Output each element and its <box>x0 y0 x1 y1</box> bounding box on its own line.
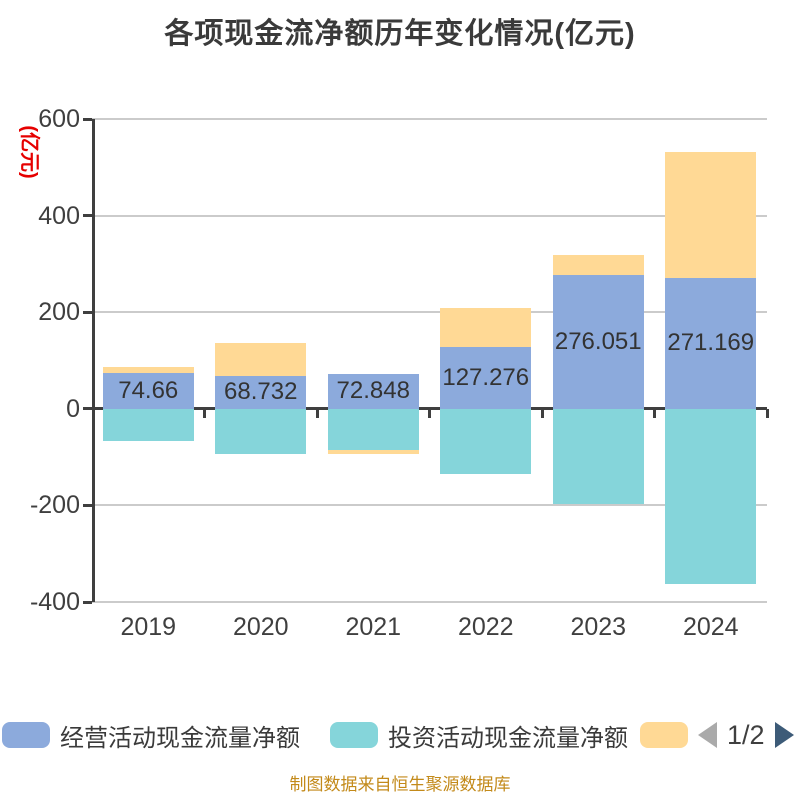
legend-label-1: 经营活动现金流量净额 <box>60 724 300 752</box>
bar-segment-2019-series1[interactable] <box>102 372 194 409</box>
x-axis-tick-6 <box>765 408 769 418</box>
y-axis-label--200: -200 <box>29 491 80 520</box>
x-axis-label-2021: 2021 <box>345 613 402 641</box>
bar-value-label-2020: 68.732 <box>224 378 298 406</box>
bar-segment-2022-series1[interactable] <box>440 347 532 409</box>
y-axis-tick-0 <box>83 407 92 411</box>
x-axis-tick-5 <box>653 408 656 418</box>
x-axis-tick-1 <box>203 408 206 418</box>
legend-page-indicator: 1/2 <box>727 719 765 750</box>
legend-swatch-2 <box>330 722 378 748</box>
x-axis-label-2022: 2022 <box>457 613 514 641</box>
legend-label-2: 投资活动现金流量净额 <box>388 724 628 752</box>
bar-segment-2023-series1[interactable] <box>552 275 644 409</box>
legend-swatch-3 <box>640 722 688 748</box>
bar-segment-2024-series1[interactable] <box>665 277 757 409</box>
chart-title: 各项现金流净额历年变化情况(亿元) <box>164 18 636 50</box>
x-axis-tick-4 <box>540 408 544 418</box>
bar-value-label-2023: 276.051 <box>554 328 642 356</box>
x-axis-label-2023: 2023 <box>570 613 627 641</box>
data-source-note: 制图数据来自恒生聚源数据库 <box>289 775 511 794</box>
legend-item-1[interactable]: 经营活动现金流量净额 <box>2 722 300 752</box>
bar-value-label-2022: 127.276 <box>442 364 530 392</box>
bar-segment-2023-series3[interactable] <box>552 255 644 276</box>
grid-line--400 <box>92 601 767 603</box>
legend-prev-page-arrow-icon[interactable] <box>698 722 717 748</box>
bar-segment-2020-series3[interactable] <box>215 342 307 376</box>
bar-segment-2021-series3[interactable] <box>327 449 419 454</box>
legend-item-3[interactable] <box>640 722 688 748</box>
bar-segment-2019-series2[interactable] <box>102 408 194 442</box>
bar-value-label-2019: 74.66 <box>118 376 179 404</box>
x-axis-label-2019: 2019 <box>120 613 177 641</box>
grid-line-400 <box>92 214 767 217</box>
y-axis-label--400: -400 <box>29 588 80 616</box>
y-axis-line <box>92 119 95 602</box>
y-axis-tick-400 <box>83 214 92 218</box>
legend-item-2[interactable]: 投资活动现金流量净额 <box>330 722 628 752</box>
y-axis-label-200: 200 <box>38 298 80 327</box>
x-axis-label-2024: 2024 <box>682 613 739 641</box>
y-axis-label-600: 600 <box>38 105 80 133</box>
bar-value-label-2021: 72.848 <box>336 377 410 405</box>
bar-segment-2024-series3[interactable] <box>665 151 757 278</box>
x-axis-tick-3 <box>428 408 431 418</box>
bar-segment-2021-series1[interactable] <box>327 373 419 409</box>
bar-segment-2023-series2[interactable] <box>552 408 644 504</box>
y-axis-tick-200 <box>83 310 92 314</box>
legend-swatch-1 <box>2 722 50 748</box>
bar-segment-2019-series3[interactable] <box>102 366 194 373</box>
legend-pagination: 1/2 <box>698 719 794 750</box>
x-axis-tick-2 <box>315 408 319 418</box>
y-axis-tick--400 <box>83 600 92 604</box>
bar-segment-2022-series3[interactable] <box>440 307 532 348</box>
grid-line-600 <box>92 118 767 120</box>
legend-next-page-arrow-icon[interactable] <box>774 722 794 748</box>
bar-value-label-2024: 271.169 <box>667 329 755 357</box>
grid-line--200 <box>92 504 767 507</box>
y-axis-label-400: 400 <box>38 201 80 230</box>
bar-segment-2024-series2[interactable] <box>665 408 757 584</box>
bar-segment-2020-series2[interactable] <box>215 408 307 454</box>
grid-line-200 <box>92 311 767 314</box>
bar-segment-2021-series2[interactable] <box>327 408 419 450</box>
bar-segment-2020-series1[interactable] <box>215 375 307 409</box>
x-axis-label-2020: 2020 <box>232 613 289 641</box>
bar-segment-2022-series2[interactable] <box>440 408 532 474</box>
y-axis-tick--200 <box>83 503 92 507</box>
y-axis-label-0: 0 <box>66 394 80 423</box>
y-axis-tick-600 <box>83 117 92 121</box>
